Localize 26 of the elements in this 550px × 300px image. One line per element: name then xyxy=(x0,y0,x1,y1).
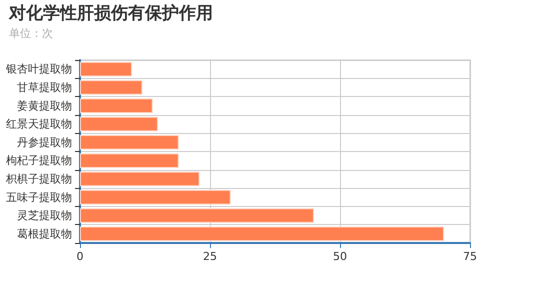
bar xyxy=(80,62,132,76)
bar xyxy=(80,226,444,242)
bar xyxy=(80,80,142,95)
y-tick-label: 五味子提取物 xyxy=(6,190,72,204)
x-tick-label: 50 xyxy=(333,250,347,263)
y-tick-label: 葛根提取物 xyxy=(17,227,72,240)
bar xyxy=(80,135,179,150)
y-tick-label: 丹参提取物 xyxy=(17,136,72,149)
bar xyxy=(80,208,314,223)
chart-title: 对化学性肝损伤有保护作用 xyxy=(8,4,213,24)
y-tick-label: 银杏叶提取物 xyxy=(5,62,72,76)
chart-subtitle: 单位：次 xyxy=(9,27,53,40)
x-tick-label: 25 xyxy=(203,250,217,263)
bar xyxy=(80,98,153,114)
bar xyxy=(80,153,179,168)
y-tick-label: 枳椇子提取物 xyxy=(5,172,72,186)
bar xyxy=(80,172,200,186)
y-tick-label: 姜黄提取物 xyxy=(17,99,72,112)
x-tick-label: 0 xyxy=(76,250,84,263)
y-tick-label: 枸杞子提取物 xyxy=(6,154,72,168)
y-tick-label: 红景天提取物 xyxy=(6,118,72,131)
bar xyxy=(80,190,231,205)
bar xyxy=(80,116,158,132)
y-tick-label: 灵芝提取物 xyxy=(17,209,72,222)
x-tick-label: 75 xyxy=(463,250,477,263)
y-tick-label: 甘草提取物 xyxy=(17,80,72,94)
